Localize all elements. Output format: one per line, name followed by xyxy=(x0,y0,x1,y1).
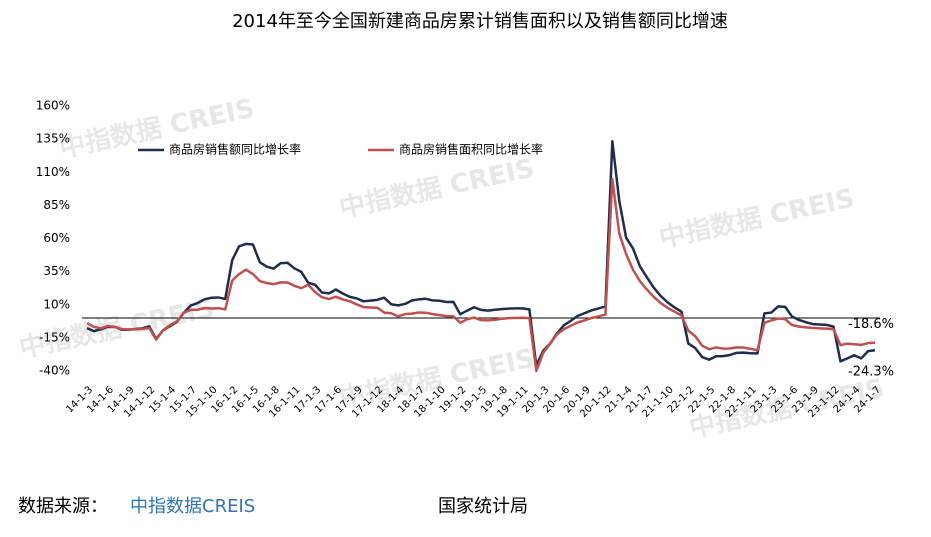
y-tick-label: 160% xyxy=(36,99,70,113)
watermark: 中指数据 CREIS xyxy=(657,184,857,255)
series-line xyxy=(86,140,876,367)
legend-label: 商品房销售额同比增长率 xyxy=(169,142,301,157)
y-tick-label: 10% xyxy=(43,297,70,311)
legend-label: 商品房销售面积同比增长率 xyxy=(399,142,543,157)
chart-title: 2014年至今全国新建商品房累计销售面积以及销售额同比增速 xyxy=(232,11,728,32)
y-tick-label: -40% xyxy=(39,364,70,378)
y-tick-label: -15% xyxy=(39,330,70,344)
series-line xyxy=(86,177,876,373)
data-label: -18.6% xyxy=(848,317,894,332)
y-tick-label: 135% xyxy=(36,132,70,146)
y-tick-label: 35% xyxy=(43,264,70,278)
source-item: 中指数据CREIS xyxy=(130,496,255,517)
y-tick-label: 85% xyxy=(43,198,70,212)
y-tick-label: 110% xyxy=(36,165,70,179)
source-label: 数据来源： xyxy=(18,496,108,517)
watermark: 中指数据 CREIS xyxy=(337,154,537,225)
data-label: -24.3% xyxy=(848,365,894,380)
y-tick-label: 60% xyxy=(43,231,70,245)
source-item: 国家统计局 xyxy=(438,496,528,517)
